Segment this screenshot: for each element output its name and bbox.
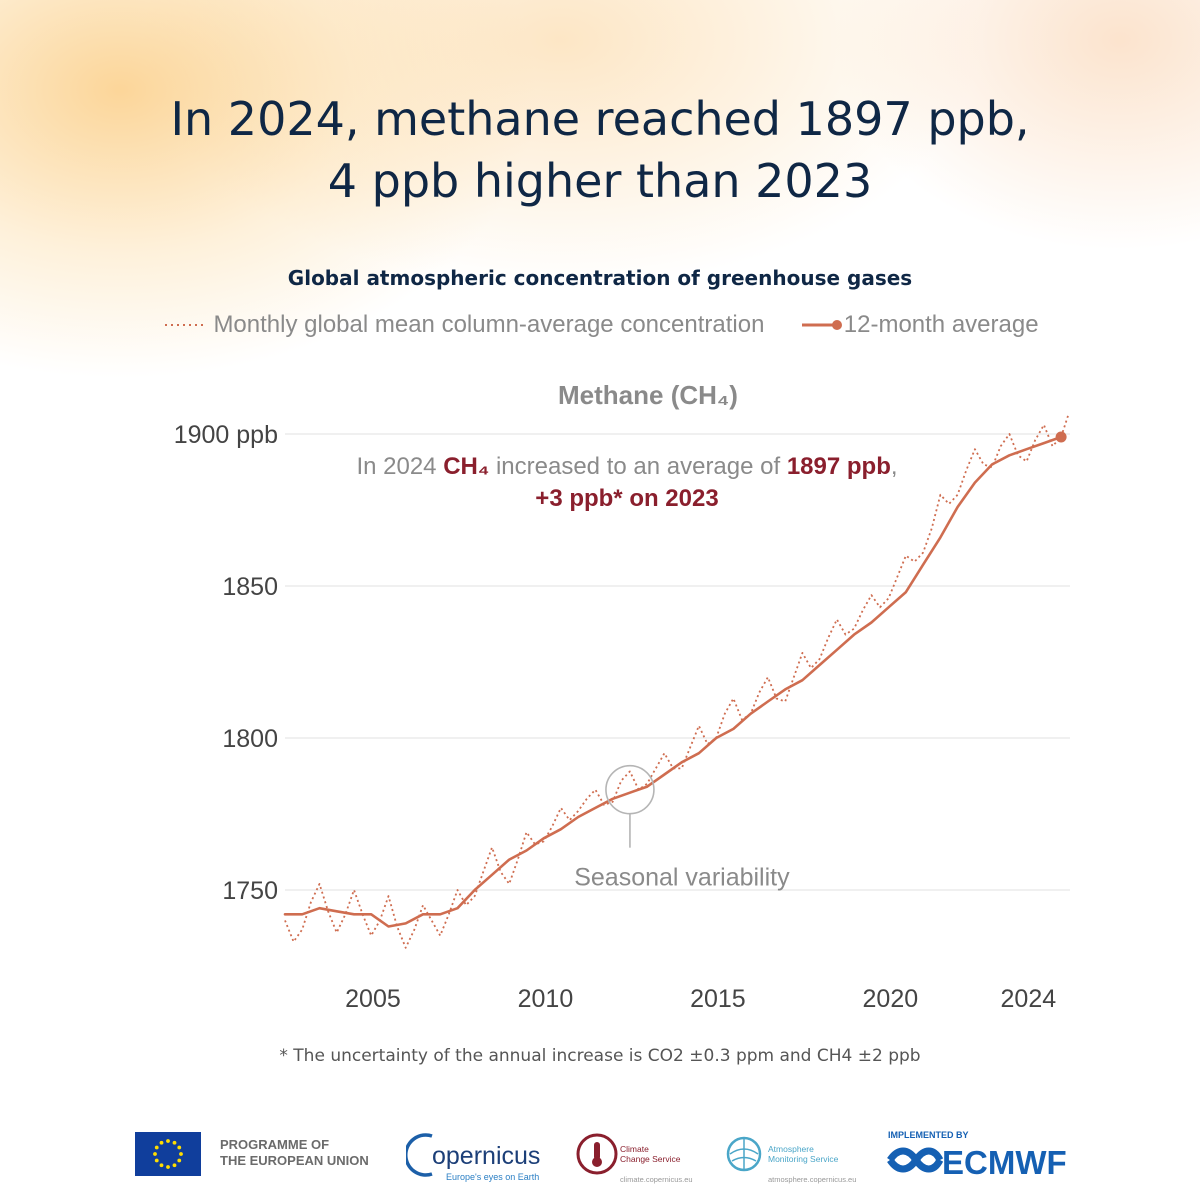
c3s-url: climate.copernicus.eu bbox=[620, 1175, 693, 1184]
annotation-prefix: In 2024 bbox=[356, 453, 443, 480]
eu-star-icon bbox=[172, 1140, 177, 1145]
y-tick-label: 1900 ppb bbox=[174, 421, 278, 449]
series-layer bbox=[283, 415, 1069, 949]
headline-line-1: In 2024, methane reached 1897 ppb, bbox=[170, 92, 1030, 146]
annotation-middle: increased to an average of bbox=[489, 453, 787, 480]
thermometer-icon bbox=[594, 1142, 600, 1160]
cams-url: atmosphere.copernicus.eu bbox=[768, 1175, 856, 1184]
x-tick-label: 2005 bbox=[345, 985, 401, 1013]
eu-star-icon bbox=[153, 1152, 157, 1156]
legend: Monthly global mean column-average conce… bbox=[0, 310, 1200, 339]
annotation-line-1: In 2024 CH₄ increased to an average of 1… bbox=[356, 453, 897, 480]
ecmwf-wave-icon bbox=[887, 1147, 944, 1173]
y-tick-label: 1750 bbox=[222, 877, 278, 905]
x-tick-label: 2020 bbox=[863, 985, 919, 1013]
callout-circle bbox=[605, 764, 655, 815]
eu-programme-label: PROGRAMME OF THE EUROPEAN UNION bbox=[220, 1137, 369, 1169]
annotation-value: 1897 ppb bbox=[787, 453, 891, 480]
ecmwf-implemented-by: IMPLEMENTED BY bbox=[888, 1130, 969, 1140]
eu-star-icon bbox=[159, 1140, 164, 1145]
c3s-ring-icon bbox=[576, 1133, 618, 1175]
eu-star-icon bbox=[154, 1145, 159, 1150]
eu-star-icon bbox=[166, 1165, 170, 1169]
legend-item-average: 12-month average bbox=[800, 311, 1039, 339]
legend-label-monthly: Monthly global mean column-average conce… bbox=[213, 310, 765, 338]
x-axis-ticks: 2005 2010 2015 2020 2024 bbox=[345, 985, 1056, 1013]
eu-star-icon bbox=[179, 1152, 183, 1156]
climate-change-service-logo: Climate Change Service climate.copernicu… bbox=[576, 1133, 693, 1184]
ecmwf-logo: IMPLEMENTED BY ECMWF bbox=[887, 1130, 1067, 1181]
atmosphere-monitoring-service-logo: Atmosphere Monitoring Service atmosphere… bbox=[726, 1136, 856, 1184]
chart-title: Methane (CH₄) bbox=[558, 380, 738, 410]
eu-star-icon bbox=[172, 1163, 177, 1168]
seasonal-variability-callout: Seasonal variability bbox=[574, 764, 790, 892]
copernicus-wordmark: opernicus bbox=[432, 1142, 540, 1170]
x-tick-label: 2010 bbox=[518, 985, 574, 1013]
chart-subtitle: Global atmospheric concentration of gree… bbox=[287, 266, 913, 290]
y-tick-label: 1800 bbox=[222, 725, 278, 753]
eu-label-line-2: THE EUROPEAN UNION bbox=[220, 1153, 369, 1168]
callout-label: Seasonal variability bbox=[574, 864, 790, 892]
monthly-series-line bbox=[284, 415, 1069, 949]
copernicus-logo: opernicus Europe's eyes on Earth bbox=[406, 1133, 540, 1182]
y-tick-label: 1850 bbox=[222, 573, 278, 601]
copernicus-c-icon bbox=[406, 1133, 433, 1177]
x-tick-label: 2024 bbox=[1001, 985, 1057, 1013]
legend-item-monthly: Monthly global mean column-average conce… bbox=[161, 311, 764, 339]
annotation-gas: CH₄ bbox=[443, 453, 489, 480]
uncertainty-footnote: * The uncertainty of the annual increase… bbox=[279, 1046, 921, 1066]
eu-star-icon bbox=[166, 1139, 170, 1143]
eu-label-line-1: PROGRAMME OF bbox=[220, 1137, 330, 1152]
annotation-suffix: , bbox=[891, 453, 898, 480]
average-series-line bbox=[283, 435, 1063, 928]
cams-name-line-1: Atmosphere bbox=[768, 1144, 814, 1154]
c3s-name-line-1: Climate bbox=[620, 1144, 649, 1154]
x-tick-label: 2015 bbox=[690, 985, 746, 1013]
eu-star-icon bbox=[154, 1158, 159, 1163]
grid-lines bbox=[285, 433, 1070, 891]
average-series-endpoint bbox=[1055, 431, 1067, 443]
cams-name-line-2: Monitoring Service bbox=[768, 1154, 839, 1164]
copernicus-tagline: Europe's eyes on Earth bbox=[446, 1172, 539, 1182]
solid-line-swatch-icon bbox=[801, 319, 842, 330]
headline-line-2: 4 ppb higher than 2023 bbox=[327, 154, 873, 208]
ecmwf-wordmark: ECMWF bbox=[942, 1144, 1067, 1181]
c3s-name-line-2: Change Service bbox=[620, 1154, 681, 1164]
legend-label-average: 12-month average bbox=[843, 310, 1039, 338]
dotted-line-swatch-icon bbox=[165, 323, 208, 326]
annotation-line-2: +3 ppb* on 2023 bbox=[535, 485, 718, 512]
headline: In 2024, methane reached 1897 ppb, 4 ppb… bbox=[0, 88, 1200, 212]
eu-star-icon bbox=[159, 1163, 164, 1168]
eu-star-icon bbox=[177, 1158, 182, 1163]
y-axis-ticks: 1750 1800 1850 1900 ppb bbox=[174, 421, 278, 905]
eu-star-icon bbox=[177, 1145, 182, 1150]
eu-flag-icon bbox=[135, 1132, 201, 1176]
logo-bar: PROGRAMME OF THE EUROPEAN UNION opernicu… bbox=[0, 1120, 1200, 1190]
